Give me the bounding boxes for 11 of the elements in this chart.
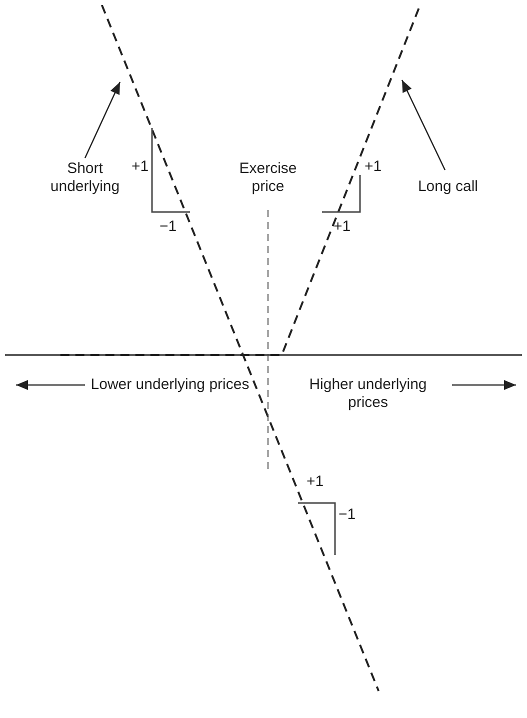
- text: Long call: [416, 178, 480, 196]
- annotation: Higher underlying prices: [308, 376, 428, 412]
- text: Short underlying: [49, 160, 121, 196]
- annotation: Exercise price: [238, 160, 298, 196]
- annotation: −1: [159, 218, 177, 236]
- annotation: +1: [364, 158, 382, 176]
- annotation: +1: [306, 473, 324, 491]
- annotation: +1: [333, 218, 351, 236]
- annotation: Lower underlying prices: [90, 376, 250, 394]
- annotation: −1: [338, 506, 356, 524]
- annotation: +1: [131, 158, 149, 176]
